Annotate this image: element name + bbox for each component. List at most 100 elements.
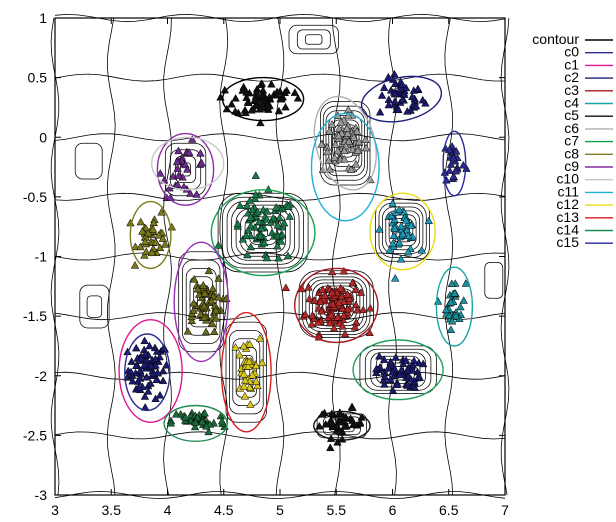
point-cluster-5 <box>336 417 346 426</box>
point-cluster-12 <box>246 400 255 408</box>
point-cluster-7 <box>285 212 294 220</box>
point-cluster-8 <box>136 217 146 226</box>
point-cluster-8 <box>147 248 157 257</box>
point-cluster-2 <box>384 100 393 109</box>
point-cluster-11 <box>385 245 395 254</box>
point-cluster-8 <box>138 227 147 235</box>
point-cluster-11 <box>398 229 408 238</box>
point-cluster-11 <box>402 225 412 234</box>
point-cluster-7 <box>233 219 242 228</box>
point-cluster-7 <box>245 196 255 204</box>
cluster-ellipse-7 <box>210 189 316 277</box>
point-cluster-3 <box>304 282 313 291</box>
cluster-ellipse-16 <box>221 76 305 122</box>
point-cluster-15 <box>451 166 461 175</box>
point-cluster-7 <box>273 241 282 250</box>
point-cluster-14 <box>171 409 181 418</box>
point-cluster-5 <box>321 419 330 428</box>
point-cluster-7 <box>262 253 272 262</box>
point-cluster-3 <box>336 283 345 292</box>
point-cluster-9 <box>168 171 178 180</box>
point-cluster-7 <box>279 218 289 227</box>
point-cluster-12 <box>251 361 261 370</box>
cluster-ellipse-15 <box>442 130 467 197</box>
contour-grid-line <box>54 431 506 440</box>
y-tick-label: -1.5 <box>23 308 47 324</box>
point-cluster-17 <box>199 280 208 289</box>
contour-grid-line <box>500 17 510 496</box>
point-cluster-2 <box>413 84 423 93</box>
point-cluster-6 <box>340 154 349 163</box>
point-cluster-18 <box>372 368 381 376</box>
contour-grid-line <box>54 252 506 261</box>
point-cluster-8 <box>141 247 151 256</box>
point-cluster-6 <box>351 159 361 168</box>
point-cluster-3 <box>333 313 342 321</box>
cluster-ellipse-5 <box>313 410 371 441</box>
point-cluster-0 <box>162 360 171 369</box>
legend: contourc0c1c2c3c4c5c6c7c8c9c10c11c12c13c… <box>532 31 613 250</box>
point-cluster-0 <box>126 367 136 376</box>
point-cluster-18 <box>403 365 412 374</box>
point-cluster-18 <box>403 381 412 389</box>
point-cluster-18 <box>388 367 397 376</box>
point-cluster-9 <box>187 134 197 143</box>
point-cluster-0 <box>153 368 163 377</box>
point-cluster-7 <box>271 203 281 211</box>
legend-label: c7 <box>564 133 579 149</box>
point-cluster-0 <box>140 336 149 345</box>
point-cluster-0 <box>152 375 161 383</box>
point-cluster-7 <box>214 240 223 249</box>
point-cluster-6 <box>334 131 343 140</box>
point-cluster-17 <box>200 288 209 297</box>
point-cluster-16 <box>272 87 282 96</box>
contour-ring <box>232 338 261 406</box>
point-cluster-8 <box>160 239 170 248</box>
point-cluster-2 <box>375 107 385 116</box>
point-cluster-18 <box>401 356 411 364</box>
point-cluster-0 <box>143 387 153 395</box>
point-cluster-12 <box>248 370 257 379</box>
point-cluster-12 <box>244 357 254 365</box>
point-cluster-12 <box>253 381 262 390</box>
point-cluster-7 <box>241 231 251 240</box>
point-cluster-5 <box>337 434 347 443</box>
legend-label: c0 <box>564 44 579 60</box>
point-cluster-7 <box>274 253 283 262</box>
cluster-ellipse-12 <box>369 192 436 271</box>
cluster-ellipse-10 <box>150 136 225 191</box>
point-cluster-3 <box>334 298 344 307</box>
point-cluster-3 <box>343 289 352 298</box>
point-cluster-16 <box>250 94 260 103</box>
point-cluster-14 <box>197 417 207 426</box>
contour-ring <box>302 273 371 335</box>
y-tick-label: -2.5 <box>23 427 47 443</box>
point-cluster-2 <box>390 69 399 78</box>
point-cluster-7 <box>250 194 260 203</box>
point-cluster-0 <box>158 376 168 385</box>
point-cluster-9 <box>183 164 192 173</box>
point-cluster-3 <box>305 294 314 303</box>
legend-label: c15 <box>556 234 579 250</box>
point-cluster-16 <box>293 93 303 102</box>
point-cluster-7 <box>251 171 261 179</box>
contour-ring <box>305 34 323 45</box>
point-cluster-9 <box>173 180 182 188</box>
point-cluster-2 <box>377 91 387 99</box>
point-cluster-0 <box>146 379 155 387</box>
contour-grid-line <box>54 312 506 321</box>
point-cluster-3 <box>365 328 374 336</box>
point-cluster-7 <box>248 205 257 213</box>
point-cluster-16 <box>257 97 267 106</box>
point-cluster-14 <box>181 412 190 421</box>
point-cluster-17 <box>214 292 223 301</box>
point-cluster-17 <box>189 306 198 314</box>
y-tick-label: -2 <box>35 368 48 384</box>
x-tick-label: 6 <box>389 502 397 518</box>
point-cluster-7 <box>256 231 265 240</box>
point-cluster-18 <box>418 359 428 368</box>
point-cluster-3 <box>308 311 317 319</box>
legend-label: contour <box>532 31 579 47</box>
legend-label: c8 <box>564 145 579 161</box>
point-cluster-11 <box>375 224 384 233</box>
